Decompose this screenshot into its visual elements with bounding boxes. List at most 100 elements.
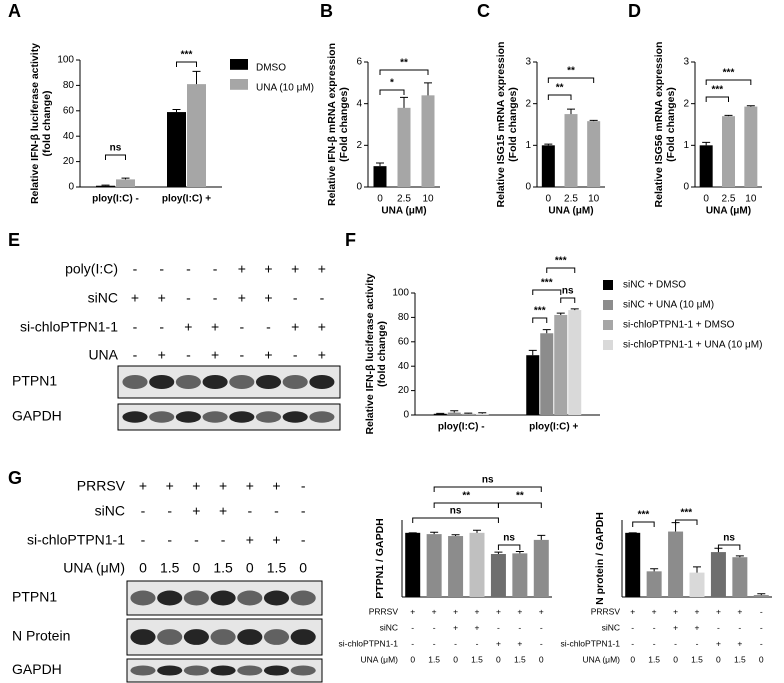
legend-label: si-chloPTPN1-1 + DMSO <box>623 320 735 331</box>
error-bar <box>556 312 565 315</box>
condition-value: + <box>264 347 272 363</box>
condition-value: - <box>760 638 763 648</box>
y-axis-label: (Fold changes) <box>338 87 350 162</box>
blot-band <box>210 665 236 676</box>
bar <box>540 333 554 415</box>
blot-band <box>309 411 335 423</box>
significance-bracket <box>433 486 542 492</box>
y-tick-label: 60 <box>63 105 75 116</box>
significance-label: ns <box>723 533 735 544</box>
condition-value: + <box>158 347 166 363</box>
condition-value: 0 <box>673 654 678 664</box>
condition-value: - <box>717 622 720 632</box>
blot-band <box>290 590 316 606</box>
condition-value: + <box>219 503 227 519</box>
significance-bracket <box>547 94 572 100</box>
condition-value: 0 <box>539 654 544 664</box>
condition-value: 0 <box>496 654 501 664</box>
condition-value: + <box>737 606 742 616</box>
significance-bracket <box>497 544 521 550</box>
condition-value: - <box>411 622 414 632</box>
condition-value: - <box>133 261 138 277</box>
condition-label: si-chloPTPN1-1 <box>20 319 118 335</box>
condition-value: + <box>318 319 326 335</box>
condition-value: 0 <box>630 654 635 664</box>
condition-value: + <box>517 638 522 648</box>
condition-value: 0 <box>299 560 307 576</box>
condition-value: - <box>167 532 172 548</box>
error-bar <box>400 96 408 108</box>
y-tick-label: 2 <box>356 140 362 151</box>
condition-value: 0 <box>759 654 764 664</box>
significance-bracket <box>379 69 429 75</box>
condition-value: - <box>497 622 500 632</box>
significance-label: *** <box>723 68 735 79</box>
bar <box>96 185 115 187</box>
y-axis-label: Relative IFN-β mRNA expression <box>326 43 338 206</box>
x-tick-label: ploy(I:C) - <box>438 422 485 433</box>
legend-swatch <box>603 300 613 310</box>
y-axis-label: (Fold changes) <box>665 87 677 162</box>
significance-label: ** <box>516 491 524 502</box>
condition-value: - <box>141 503 146 519</box>
condition-value: + <box>166 478 174 494</box>
condition-label: siNC <box>88 290 118 306</box>
condition-value: + <box>695 622 700 632</box>
y-axis-label: PTPN1 / GAPDH <box>374 518 386 599</box>
y-axis-label: Relative ISG15 mRNA expression <box>495 42 507 208</box>
condition-value: - <box>433 622 436 632</box>
condition-value: 1.5 <box>514 654 526 664</box>
x-tick-label: ploy(I:C) + <box>162 194 211 205</box>
blot-band <box>130 629 156 645</box>
panel-letter: C <box>477 1 490 21</box>
error-bar <box>735 555 744 558</box>
blot-band <box>202 411 228 423</box>
y-tick-label: 0 <box>683 182 689 193</box>
condition-value: 0 <box>453 654 458 664</box>
x-axis-label: UNA (μM) <box>381 206 426 217</box>
blot-band <box>157 590 183 606</box>
y-tick-label: 6 <box>356 57 362 68</box>
y-axis-label: N protein / GAPDH <box>594 512 606 605</box>
error-bar <box>464 412 473 414</box>
significance-label: ** <box>556 83 564 94</box>
condition-value: - <box>540 622 543 632</box>
bar <box>699 145 713 187</box>
condition-value: - <box>293 347 298 363</box>
bar <box>116 179 135 187</box>
bar <box>475 413 489 415</box>
blot-band <box>210 629 236 645</box>
significance-bracket <box>532 289 562 295</box>
blot-band <box>130 665 156 676</box>
legend-swatch <box>603 340 613 350</box>
x-tick-label: 10 <box>422 194 434 205</box>
condition-value: 1.5 <box>734 654 746 664</box>
condition-value: + <box>238 290 246 306</box>
condition-value: 1.5 <box>428 654 440 664</box>
error-bar <box>544 143 553 146</box>
condition-value: - <box>186 290 191 306</box>
bar <box>426 534 442 597</box>
condition-value: 1.5 <box>213 560 233 576</box>
significance-bracket <box>176 61 197 67</box>
bar <box>421 95 435 187</box>
condition-value: - <box>518 622 521 632</box>
y-tick-label: 40 <box>398 361 410 372</box>
blot-band <box>122 411 148 423</box>
condition-value: - <box>320 290 325 306</box>
condition-value: - <box>239 347 244 363</box>
blot-label: GAPDH <box>12 408 62 424</box>
condition-value: - <box>301 503 306 519</box>
bar <box>526 355 540 415</box>
bar <box>722 116 735 187</box>
error-bar <box>542 329 551 334</box>
blot-band <box>175 374 201 390</box>
condition-value: - <box>674 638 677 648</box>
blot-band <box>263 629 290 645</box>
bar <box>433 413 447 415</box>
y-tick-label: 2 <box>525 98 531 109</box>
error-bar <box>746 105 755 107</box>
significance-label: ns <box>482 475 494 486</box>
significance-label: *** <box>541 278 553 289</box>
blot-band <box>183 629 209 645</box>
